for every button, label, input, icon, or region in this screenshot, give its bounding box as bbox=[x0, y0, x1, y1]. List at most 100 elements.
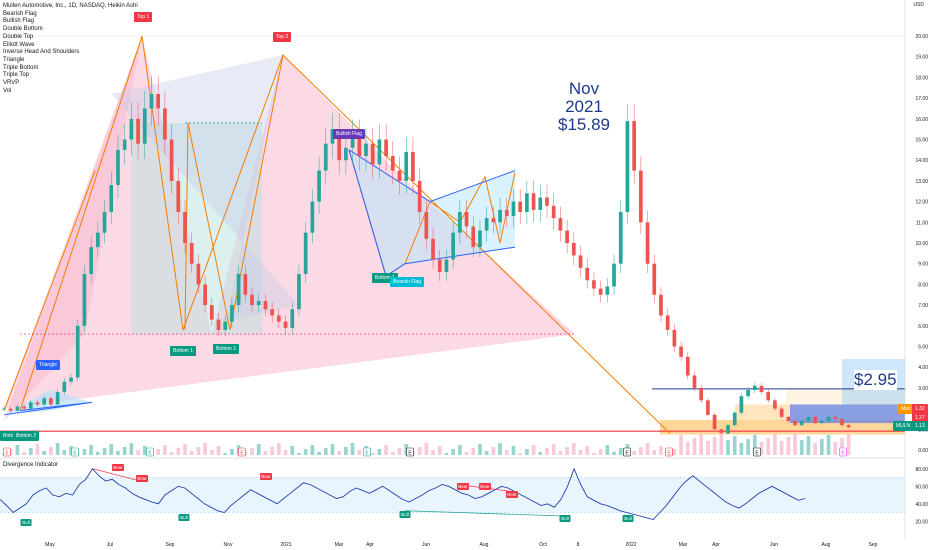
legend-item[interactable]: Bullish Flag bbox=[3, 18, 35, 25]
tag-bottom-1: Bottom 1 bbox=[170, 346, 197, 356]
volume-bar bbox=[89, 445, 93, 455]
volume-bar bbox=[846, 434, 851, 455]
candle-body bbox=[209, 305, 214, 320]
triangle-line bbox=[3, 401, 93, 416]
candle-body bbox=[89, 247, 93, 275]
candle-body bbox=[659, 294, 663, 316]
candle-body bbox=[22, 406, 26, 409]
volume-bar bbox=[806, 436, 811, 455]
indicator-y-tick-label: 60.00 bbox=[915, 484, 928, 490]
y-tick-label: 14.00 bbox=[915, 158, 928, 164]
volume-bar bbox=[397, 448, 402, 455]
volume-bar bbox=[511, 446, 516, 455]
candle-body bbox=[612, 263, 616, 287]
candle-body bbox=[766, 392, 771, 401]
legend-item[interactable]: Elliott Wave bbox=[3, 41, 35, 48]
candle-body bbox=[370, 143, 375, 165]
volume-bar bbox=[558, 451, 563, 455]
bull-signal-label: Bull bbox=[180, 515, 188, 520]
x-tick-label: May bbox=[45, 542, 55, 548]
legend-item[interactable]: Triangle bbox=[3, 56, 25, 63]
volume-bar bbox=[759, 442, 764, 455]
legend-item[interactable]: VRVP bbox=[3, 80, 20, 87]
candle-body bbox=[726, 425, 730, 434]
volume-bar bbox=[283, 450, 288, 455]
candle-body bbox=[491, 218, 496, 223]
event-marker bbox=[3, 447, 11, 457]
x-tick-label: Sep bbox=[166, 542, 175, 548]
x-tick-label: Nov bbox=[224, 542, 233, 548]
candle-body bbox=[652, 263, 657, 295]
y-tick-label: 4.00 bbox=[918, 365, 928, 371]
volume-bar bbox=[189, 451, 194, 455]
indicator-title: Divergence Indicator bbox=[3, 462, 59, 468]
bear-signal-label: Bear bbox=[480, 484, 490, 489]
bull-signal bbox=[559, 515, 571, 522]
candle-body bbox=[62, 381, 67, 393]
volume-bar bbox=[129, 443, 134, 455]
bear-signal bbox=[136, 475, 148, 482]
x-tick-label: Jun bbox=[422, 542, 430, 548]
bull-signal bbox=[20, 519, 32, 526]
legend-item[interactable]: Triple Top bbox=[3, 72, 30, 79]
candle-body bbox=[390, 156, 395, 171]
volume-bar bbox=[377, 449, 382, 455]
legend-item[interactable]: Vol bbox=[3, 87, 12, 94]
candle-body bbox=[49, 398, 53, 405]
tag-bottom-2: Bottom 2 bbox=[213, 344, 240, 354]
volume-bar bbox=[592, 453, 596, 455]
volume-bar bbox=[766, 438, 771, 455]
y-tick-label: 8.00 bbox=[918, 282, 928, 288]
volume-bar bbox=[504, 450, 509, 455]
candle-body bbox=[75, 325, 80, 378]
volume-bar bbox=[799, 440, 804, 455]
volume-bar bbox=[699, 434, 704, 455]
x-tick-label: Sep bbox=[869, 542, 878, 548]
volume-bar bbox=[96, 452, 100, 455]
volume-bar bbox=[417, 447, 422, 455]
flag-line bbox=[385, 246, 516, 277]
candle-body bbox=[69, 377, 73, 382]
indicator-y-tick-label: 20.00 bbox=[915, 519, 928, 525]
legend-item[interactable]: Double Top bbox=[3, 33, 34, 40]
volume-bar bbox=[169, 452, 174, 455]
axes: 20.00 19.00 18.00 17.00 16.00 15.00 14.00 13.00… bbox=[45, 0, 928, 548]
candle-body bbox=[15, 406, 20, 411]
volume-bar bbox=[571, 443, 576, 455]
tag-top-2: Top 2 bbox=[273, 32, 292, 42]
event-marker bbox=[665, 447, 673, 457]
legend-item[interactable]: Triple Bottom bbox=[3, 64, 39, 71]
volume-bar bbox=[618, 448, 623, 455]
y-tick-label: 13.00 bbox=[915, 179, 928, 185]
indicator-y-tick-label: 80.00 bbox=[915, 467, 928, 473]
y-tick-label: 19.00 bbox=[915, 55, 928, 61]
y-tick-label: 0.00 bbox=[918, 448, 928, 454]
volume-bar bbox=[424, 443, 429, 455]
peak-annotation: Nov 2021 $15.89 bbox=[548, 80, 620, 134]
legend-item[interactable]: Bearish Flag bbox=[3, 10, 37, 17]
legend-item[interactable]: Double Bottom bbox=[3, 26, 43, 33]
bull-divergence-line bbox=[404, 510, 566, 517]
candle-body bbox=[639, 170, 643, 223]
candle-body bbox=[243, 274, 248, 295]
candle-body bbox=[793, 421, 797, 426]
volume-bar bbox=[102, 448, 107, 455]
candle-body bbox=[136, 118, 140, 144]
indicator-y-tick-label: 40.00 bbox=[915, 502, 928, 508]
candle-body bbox=[431, 238, 435, 260]
tag-top-1: Top 1 bbox=[134, 12, 153, 22]
volume-bar bbox=[142, 446, 147, 455]
candle-body bbox=[732, 412, 737, 426]
volume-bar bbox=[337, 451, 342, 455]
legend-item[interactable]: Inverse Head And Shoulders bbox=[3, 49, 80, 56]
candle-body bbox=[183, 211, 187, 243]
volume-bar bbox=[163, 445, 167, 455]
bear-signal-label: Bear bbox=[113, 465, 123, 470]
indicator-line bbox=[0, 467, 806, 521]
volume-bar bbox=[55, 443, 60, 455]
candle-body bbox=[511, 201, 516, 217]
event-marker-label: E bbox=[5, 451, 9, 457]
candle-body bbox=[350, 135, 355, 148]
candle-body bbox=[692, 375, 697, 388]
volume-bar bbox=[518, 453, 523, 455]
